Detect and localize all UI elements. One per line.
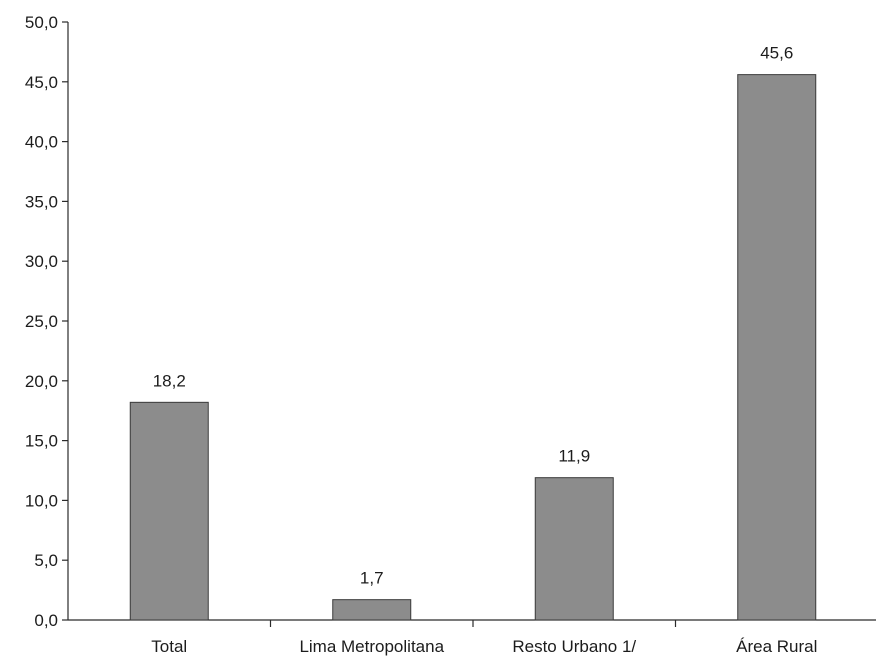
data-label: 11,9 xyxy=(558,447,590,466)
y-tick-label: 30,0 xyxy=(25,252,58,271)
x-category-label: Resto Urbano 1/ xyxy=(512,637,636,656)
data-labels: 18,2 1,7 11,9 45,6 xyxy=(153,44,794,588)
bar xyxy=(534,477,614,621)
y-tick-label: 35,0 xyxy=(25,192,58,211)
y-tick-label: 45,0 xyxy=(25,73,58,92)
data-label: 18,2 xyxy=(153,371,186,390)
y-tick-label: 10,0 xyxy=(25,491,58,510)
bar xyxy=(332,599,412,621)
x-category-label: Lima Metropolitana xyxy=(299,637,444,656)
y-tick-label: 40,0 xyxy=(25,133,58,152)
bar xyxy=(737,74,817,621)
bars xyxy=(129,74,817,621)
y-tick-label: 5,0 xyxy=(34,551,58,570)
y-axis: 0,0 5,0 10,0 15,0 20,0 25,0 30,0 35,0 40,0 45,0 50… xyxy=(25,13,69,630)
bar xyxy=(129,401,209,621)
y-tick-label: 25,0 xyxy=(25,312,58,331)
y-tick-label: 50,0 xyxy=(25,13,58,32)
x-axis: Total Lima Metropolitana Resto Urbano 1/Ár… xyxy=(68,619,876,656)
x-category-label: Total xyxy=(151,637,187,656)
data-label: 45,6 xyxy=(760,44,793,63)
y-tick-label: 0,0 xyxy=(34,611,58,630)
y-tick-label: 15,0 xyxy=(25,432,58,451)
data-label: 1,7 xyxy=(360,569,384,588)
x-category-label: Área Rural xyxy=(736,637,817,656)
y-tick-label: 20,0 xyxy=(25,372,58,391)
